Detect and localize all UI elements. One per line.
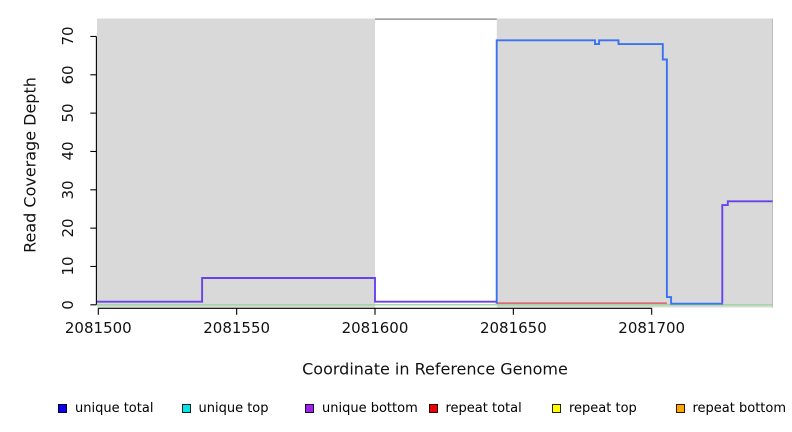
legend-label: repeat bottom [692,400,787,416]
series-unique-total [495,39,724,305]
series-unique-bottom [721,200,773,303]
series-unique-bottom [96,277,497,303]
legend-swatch-unique-top [181,403,191,413]
legend-item-unique-top: unique top [181,400,269,416]
x-tick-label: 2081600 [341,319,409,337]
y-axis-title: Read Coverage Depth [20,77,40,253]
legend-item-unique-total: unique total [58,400,154,416]
legend-label: unique bottom [322,400,418,416]
legend-item-repeat-top: repeat top [552,400,637,416]
y-tick-label: 10 [59,256,77,276]
legend-item-repeat-bottom: repeat bottom [675,400,787,416]
legend-item-unique-bottom: unique bottom [305,400,418,416]
y-tick-label: 70 [59,26,77,47]
x-tick-label: 2081550 [203,319,271,337]
y-tick-label: 40 [59,141,77,161]
x-tick-label: 2081500 [64,319,132,337]
x-axis-title: Coordinate in Reference Genome [302,359,568,379]
x-tick-label: 2081650 [479,319,547,337]
legend-swatch-repeat-bottom [675,403,685,413]
plot-background-right [496,18,773,308]
legend-label: repeat top [569,400,637,416]
y-tick-label: 20 [59,218,77,238]
legend-label: unique top [198,400,269,416]
y-tick-label: 30 [59,180,77,200]
plot-background-left [97,18,375,308]
y-tick-label: 60 [59,65,77,85]
legend-swatch-repeat-top [552,403,561,413]
legend-item-repeat-total: repeat total [428,400,522,416]
legend-swatch-unique-total [58,403,67,413]
legend-swatch-unique-bottom [305,403,314,413]
legend-label: unique total [75,400,154,416]
y-tick-label: 50 [59,103,77,123]
legend-swatch-repeat-total [428,403,438,413]
legend-label: repeat total [445,400,522,416]
y-tick-label: 0 [59,300,77,310]
x-tick-label: 2081700 [618,319,686,337]
